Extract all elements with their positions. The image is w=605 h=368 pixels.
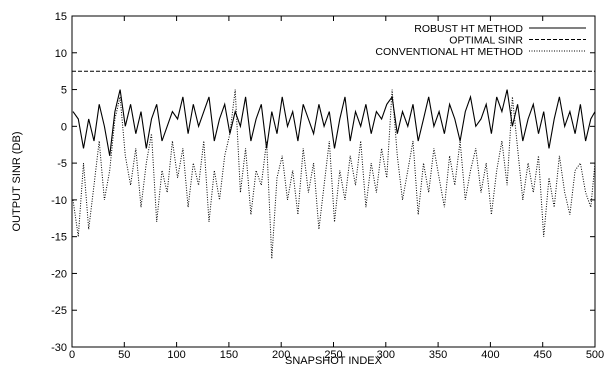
x-tick-label: 500 xyxy=(586,349,604,361)
y-tick-label: 15 xyxy=(55,11,67,23)
y-tick-label: 10 xyxy=(55,48,67,60)
y-tick-label: -15 xyxy=(51,232,67,244)
x-tick-label: 0 xyxy=(69,349,75,361)
x-tick-label: 300 xyxy=(377,349,395,361)
x-tick-label: 350 xyxy=(429,349,447,361)
x-tick-label: 450 xyxy=(534,349,552,361)
series-layer xyxy=(72,70,596,259)
y-tick-label: -30 xyxy=(51,342,67,354)
y-tick-label: -5 xyxy=(57,158,67,170)
x-tick-label: 400 xyxy=(481,349,499,361)
y-tick-label: -20 xyxy=(51,268,67,280)
x-tick-label: 200 xyxy=(272,349,290,361)
legend-label: CONVENTIONAL HT METHOD xyxy=(375,46,523,58)
x-axis-label: SNAPSHOT INDEX xyxy=(285,355,383,367)
series-line-3 xyxy=(72,89,596,259)
legend-label: OPTIMAL SINR xyxy=(449,35,523,47)
x-tick-label: 100 xyxy=(167,349,185,361)
y-tick-label: 5 xyxy=(61,85,67,97)
y-axis-label: OUTPUT SINR (DB) xyxy=(11,131,23,231)
y-tick-label: -25 xyxy=(51,305,67,317)
legend-label: ROBUST HT METHOD xyxy=(414,23,523,35)
x-tick-label: 50 xyxy=(118,349,130,361)
x-tick-label: 150 xyxy=(220,349,238,361)
x-tick-label: 250 xyxy=(324,349,342,361)
series-line-1 xyxy=(72,89,596,156)
y-tick-label: -10 xyxy=(51,195,67,207)
axes: 0 50 100 150 200 250 300 350 400 450 500-30-25-20-… xyxy=(51,11,604,361)
plot-frame xyxy=(71,15,596,348)
y-tick-label: 0 xyxy=(61,121,67,133)
